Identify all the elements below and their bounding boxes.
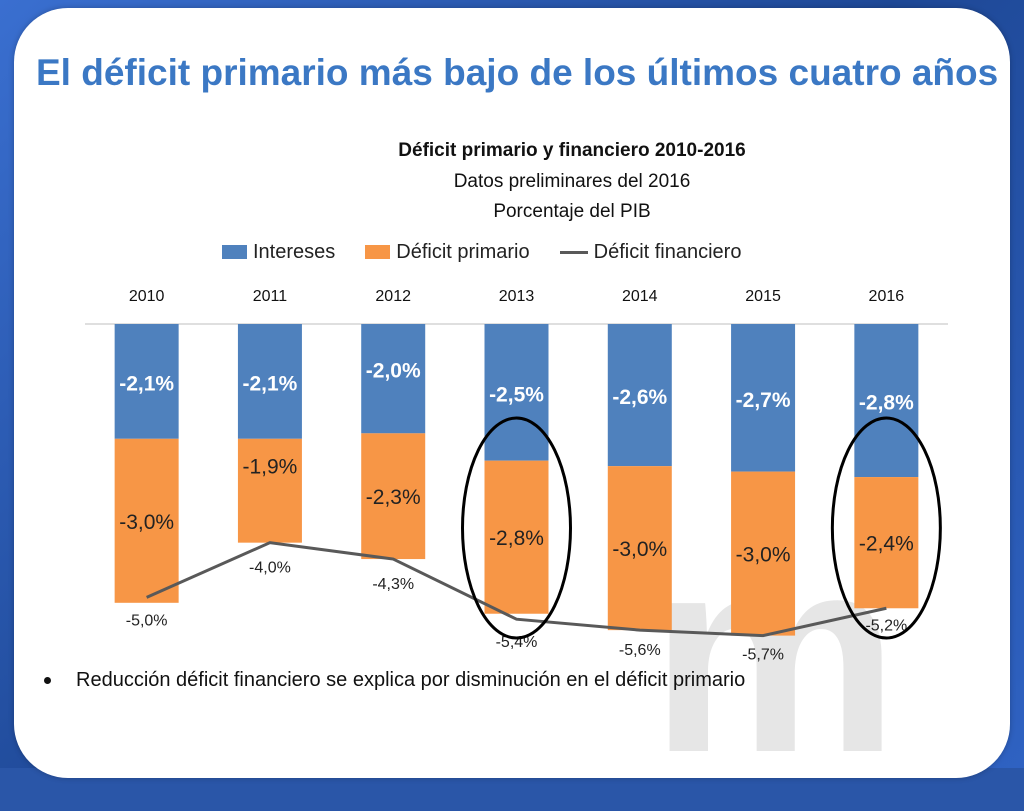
data-label-primario: -1,9% bbox=[242, 456, 297, 479]
legend-label-primario: Déficit primario bbox=[396, 240, 530, 263]
legend-swatch-primario bbox=[365, 245, 391, 259]
bar-deficit-primario bbox=[484, 460, 549, 614]
data-label-financiero: -5,7% bbox=[742, 647, 784, 664]
legend-item-primario: Déficit primario bbox=[365, 240, 530, 264]
data-label-financiero: -5,2% bbox=[865, 617, 907, 634]
data-label-financiero: -4,0% bbox=[249, 560, 291, 577]
bar-deficit-primario bbox=[607, 466, 672, 631]
data-label-intereses: -2,8% bbox=[859, 392, 914, 415]
chart-plot: 2010 2011 2012 2013 2014 2015 2016 -2,1% -3,0% -2… bbox=[85, 288, 948, 664]
data-label-intereses: -2,0% bbox=[366, 360, 421, 383]
x-tick-label: 2010 bbox=[129, 288, 165, 305]
bullet-point: Reducción déficit financiero se explica … bbox=[44, 669, 745, 692]
legend-label-intereses: Intereses bbox=[253, 240, 336, 263]
legend-item-financiero: Déficit financiero bbox=[559, 240, 742, 264]
bar-intereses bbox=[237, 324, 302, 439]
bullet-dot bbox=[44, 677, 51, 684]
highlight-ellipse bbox=[830, 416, 942, 640]
bar-deficit-primario bbox=[731, 471, 796, 636]
x-tick-label: 2014 bbox=[622, 288, 658, 305]
data-label-intereses: -2,7% bbox=[736, 389, 791, 412]
data-label-financiero: -5,0% bbox=[126, 612, 168, 629]
data-label-intereses: -2,1% bbox=[119, 372, 174, 395]
bar-intereses bbox=[607, 324, 672, 467]
legend-swatch-intereses bbox=[222, 245, 247, 259]
data-label-intereses: -2,6% bbox=[612, 386, 667, 409]
x-tick-label: 2013 bbox=[499, 288, 535, 305]
bar-deficit-primario bbox=[114, 438, 179, 603]
chart-title: Déficit primario y financiero 2010-2016 bbox=[398, 140, 746, 161]
bar-intereses bbox=[854, 324, 919, 478]
legend-line-financiero bbox=[559, 250, 588, 254]
bar-intereses bbox=[484, 324, 549, 461]
data-label-primario: -3,0% bbox=[119, 511, 174, 534]
x-tick-label: 2015 bbox=[745, 288, 781, 305]
x-tick-label: 2011 bbox=[253, 288, 288, 305]
x-tick-label: 2016 bbox=[869, 288, 905, 305]
data-label-financiero: -4,3% bbox=[372, 576, 414, 593]
bar-deficit-primario bbox=[854, 477, 919, 609]
bar-deficit-primario bbox=[237, 438, 302, 543]
highlight-ellipse bbox=[461, 416, 572, 640]
data-label-primario: -2,4% bbox=[859, 533, 914, 556]
legend-item-intereses: Intereses bbox=[222, 241, 335, 264]
data-label-financiero: -5,4% bbox=[496, 634, 538, 651]
bullet-text: Reducción déficit financiero se explica … bbox=[76, 669, 746, 691]
bar-deficit-primario bbox=[361, 433, 426, 560]
data-label-primario: -3,0% bbox=[736, 544, 791, 567]
chart-subtitle-unit: Porcentaje del PIB bbox=[493, 201, 651, 222]
line-deficit-financiero bbox=[146, 541, 887, 638]
bar-intereses bbox=[114, 324, 179, 439]
data-label-primario: -2,3% bbox=[366, 486, 421, 509]
chart-subtitle-preliminary: Datos preliminares del 2016 bbox=[453, 171, 691, 192]
bar-intereses bbox=[731, 324, 796, 472]
legend-label-financiero: Déficit financiero bbox=[593, 240, 742, 263]
x-tick-label: 2012 bbox=[375, 288, 411, 305]
data-label-primario: -3,0% bbox=[612, 538, 667, 561]
data-label-intereses: -2,1% bbox=[242, 372, 297, 395]
data-label-primario: -2,8% bbox=[489, 527, 544, 550]
bar-intereses bbox=[361, 324, 426, 434]
data-label-financiero: -5,6% bbox=[619, 642, 661, 659]
data-label-intereses: -2,5% bbox=[489, 383, 544, 406]
chart-legend: Intereses Déficit primario Déficit finan… bbox=[222, 240, 771, 264]
slide-title: El déficit primario más bajo de los últi… bbox=[36, 52, 999, 93]
